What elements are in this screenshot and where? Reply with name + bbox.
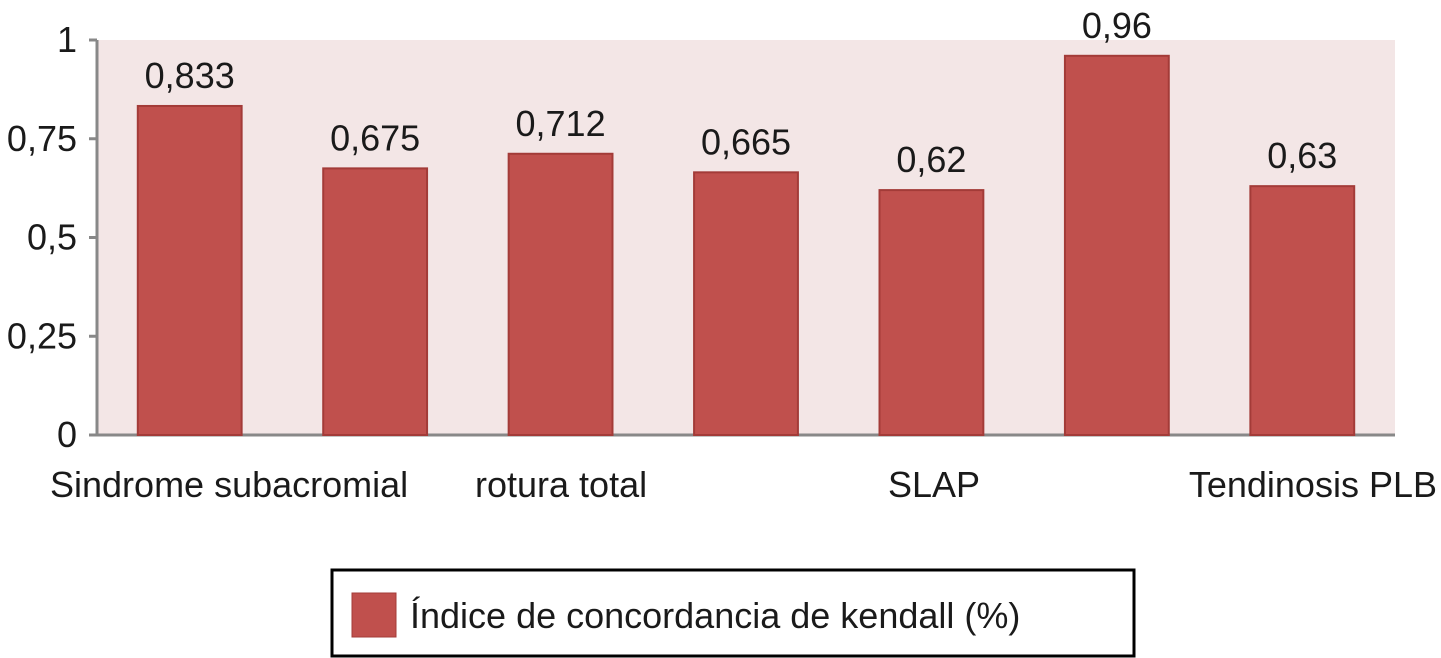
data-label: 0,675 [330, 117, 420, 158]
legend-box [330, 568, 1136, 658]
y-tick-label: 0 [57, 414, 77, 455]
x-tick-label: Tendinosis PLB [1189, 464, 1437, 505]
y-tick-label: 1 [57, 19, 77, 60]
legend-swatch [351, 592, 397, 638]
x-tick-label: SLAP [888, 464, 980, 505]
data-label: 0,62 [896, 139, 966, 180]
bar [1063, 54, 1170, 437]
bar [136, 104, 243, 436]
legend: Índice de concordancia de kendall (%) [330, 568, 1136, 658]
bar [878, 189, 985, 436]
bar-series [136, 54, 1356, 437]
bar [507, 152, 614, 436]
data-label: 0,665 [701, 121, 791, 162]
data-label: 0,712 [516, 103, 606, 144]
y-tick-label: 0,75 [7, 118, 77, 159]
bar [322, 167, 429, 436]
data-labels: 0,833 0,675 0,712 0,665 0,62 0,96 0,63 [145, 5, 1338, 180]
bar [693, 171, 799, 436]
bar [1249, 185, 1356, 436]
x-tick-label: rotura total [475, 464, 647, 505]
data-label: 0,63 [1267, 135, 1337, 176]
x-tick-label: Sindrome subacromial [50, 464, 408, 505]
y-tick-label: 0,25 [7, 315, 77, 356]
category-labels: Sindrome subacromial rotura total SLAP Tend… [50, 464, 1437, 505]
data-label: 0,96 [1082, 5, 1152, 46]
data-label: 0,833 [145, 55, 235, 96]
legend-label: Índice de concordancia de kendall (%) [410, 595, 1020, 636]
y-tick-label: 0,5 [27, 217, 77, 258]
y-axis: 0 0,25 0,5 0,75 1 [7, 19, 99, 455]
